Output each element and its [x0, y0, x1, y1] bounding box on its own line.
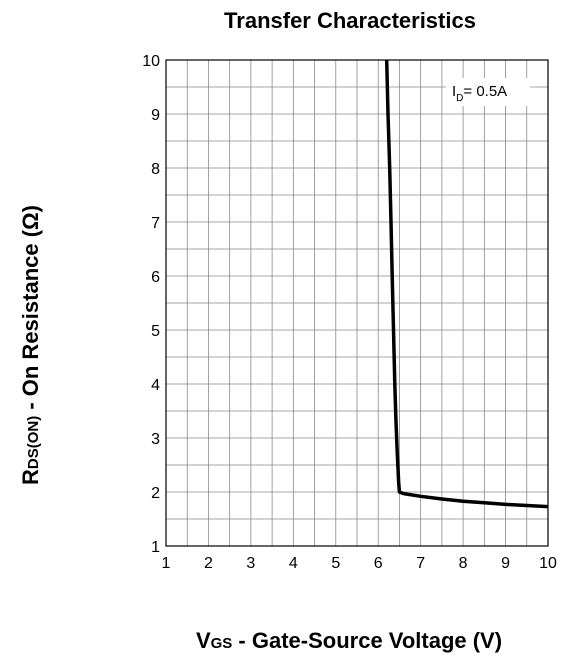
annotation-box: ID= 0.5A	[446, 78, 530, 106]
series-layer	[384, 59, 549, 509]
y-tick-label: 8	[151, 161, 160, 178]
x-tick-label: 5	[331, 555, 340, 572]
y-tick-label: 9	[151, 107, 160, 124]
y-axis-title: RDS(ON) - On Resistance (Ω)	[18, 205, 43, 485]
x-tick-label: 2	[204, 555, 213, 572]
x-tick-label: 9	[501, 555, 510, 572]
y-tick-label: 4	[151, 377, 160, 394]
y-tick-label: 2	[151, 485, 160, 502]
series-line	[384, 59, 549, 509]
x-tick-label: 3	[246, 555, 255, 572]
x-tick-label: 10	[539, 555, 557, 572]
y-tick-label: 1	[151, 539, 160, 556]
y-tick-label: 6	[151, 269, 160, 286]
tick-labels: 1 2 3 4 5 6 7 8 9 10 1 2 3 4 5 6 7 8 9 10	[142, 53, 557, 572]
annotation-label: ID= 0.5A	[452, 83, 507, 104]
y-tick-label: 5	[151, 323, 160, 340]
x-tick-label: 6	[374, 555, 383, 572]
y-tick-label: 10	[142, 53, 160, 70]
y-tick-label: 3	[151, 431, 160, 448]
grid	[166, 60, 548, 546]
x-tick-label: 7	[416, 555, 425, 572]
x-tick-label: 4	[289, 555, 298, 572]
x-tick-label: 8	[459, 555, 468, 572]
y-tick-label: 7	[151, 215, 160, 232]
plot-frame	[165, 59, 549, 547]
x-axis-title: VGS - Gate-Source Voltage (V)	[196, 628, 502, 653]
chart-title: Transfer Characteristics	[224, 8, 476, 33]
x-tick-label: 1	[162, 555, 171, 572]
